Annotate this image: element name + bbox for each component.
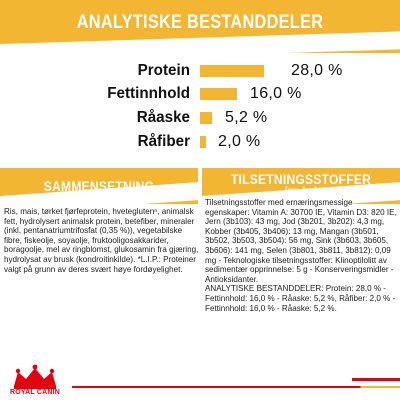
nutrient-bar <box>200 88 237 100</box>
main-header-banner: ANALYTISKE BESTANDDELER <box>0 0 400 53</box>
nutrient-bar <box>200 65 264 77</box>
additives-title: TILSETNINGSSTOFFER <box>230 171 372 187</box>
nutrient-value: 2,0 % <box>218 133 261 150</box>
nutrient-label: Råfiber <box>137 133 190 150</box>
nutrient-value: 5,2 % <box>225 109 268 126</box>
royal-canin-logo: ROYAL CANIN <box>4 364 66 398</box>
nutrient-row-fat: Fettinnhold 16,0 % <box>0 84 400 104</box>
brand-name: ROYAL CANIN <box>9 389 61 396</box>
additives-header-banner: TILSETNINGSSTOFFER (pr. kg) <box>202 168 400 204</box>
composition-text: Ris, mais, tørket fjørfeprotein, hvetegl… <box>4 207 199 274</box>
nutrient-value: 16,0 % <box>250 85 302 102</box>
additives-text: Tilsetningsstoffer med ernæringsmessige … <box>205 198 397 313</box>
footer-accent <box>352 378 400 381</box>
composition-header-banner: SAMMENSETNING <box>0 168 198 204</box>
nutrient-label: Råaske <box>136 109 190 126</box>
main-header-title: ANALYTISKE BESTANDDELER <box>76 12 324 33</box>
nutrient-label: Fettinnhold <box>107 85 190 102</box>
nutrient-bar <box>200 112 212 124</box>
nutrient-label: Protein <box>137 62 190 79</box>
crown-icon <box>14 364 56 389</box>
nutrient-row-protein: Protein 28,0 % <box>0 61 400 81</box>
footer-divider <box>72 386 400 388</box>
nutrient-row-ash: Råaske 5,2 % <box>0 108 400 128</box>
nutrient-bar <box>200 136 206 148</box>
nutrient-row-fiber: Råfiber 2,0 % <box>0 132 400 152</box>
nutrient-value: 28,0 % <box>291 62 343 79</box>
